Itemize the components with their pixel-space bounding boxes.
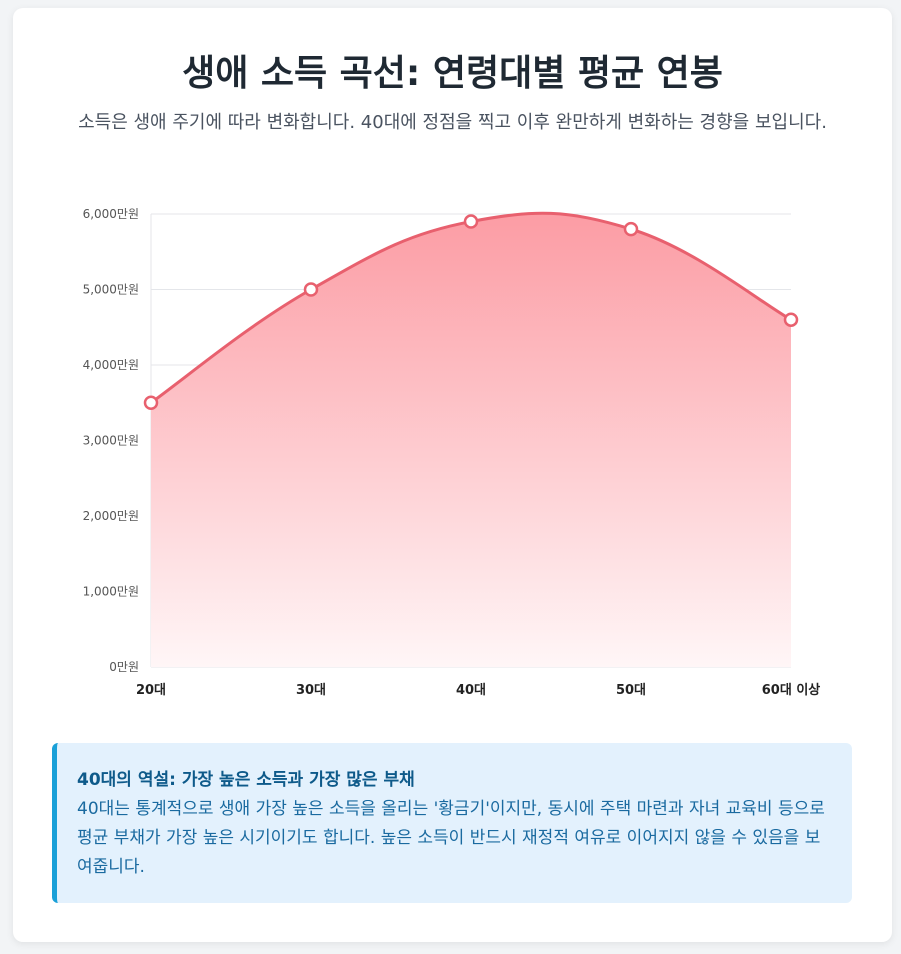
- y-axis-ticks: 0만원 1,000만원 2,000만원 3,000만원 4,000만원 5,000만원 6,…: [83, 207, 139, 674]
- y-tick-label: 0만원: [109, 660, 139, 674]
- chart-card: 생애 소득 곡선: 연령대별 평균 연봉 소득은 생애 주기에 따라 변화합니다…: [13, 8, 892, 942]
- y-tick-label: 2,000만원: [83, 509, 139, 523]
- page-title: 생애 소득 곡선: 연령대별 평균 연봉: [182, 53, 723, 94]
- x-tick-label: 50대: [616, 683, 646, 698]
- y-tick-label: 6,000만원: [83, 207, 139, 221]
- x-tick-label: 20대: [136, 683, 166, 698]
- data-points: [143, 214, 799, 410]
- page-subtitle: 소득은 생애 주기에 따라 변화합니다. 40대에 정점을 찍고 이후 완만하게…: [78, 112, 827, 133]
- y-tick-label: 3,000만원: [83, 434, 139, 448]
- x-tick-label: 40대: [456, 683, 486, 698]
- data-point: [783, 312, 799, 327]
- x-axis-ticks: 20대 30대 40대 50대 60대 이상: [136, 682, 820, 698]
- area-series: [150, 211, 792, 667]
- y-tick-label: 5,000만원: [83, 283, 139, 297]
- data-point: [463, 214, 479, 229]
- x-tick-label: 60대 이상: [762, 682, 821, 698]
- callout-body: 40대는 통계적으로 생애 가장 높은 소득을 올리는 '황금기'이지만, 동시…: [77, 799, 825, 877]
- data-point: [143, 395, 159, 410]
- y-tick-label: 1,000만원: [83, 585, 139, 599]
- y-tick-label: 4,000만원: [83, 358, 139, 372]
- data-point: [623, 221, 639, 237]
- insight-callout: 40대의 역설: 가장 높은 소득과 가장 많은 부채 40대는 통계적으로 생…: [52, 743, 852, 903]
- income-curve-chart: 0만원 1,000만원 2,000만원 3,000만원 4,000만원 5,000만원 6,…: [83, 207, 821, 698]
- data-point: [303, 282, 319, 297]
- area-fill: [151, 213, 791, 667]
- x-tick-label: 30대: [296, 683, 326, 698]
- chart-area: 0만원 1,000만원 2,000만원 3,000만원 4,000만원 5,000만원 6,…: [13, 8, 892, 708]
- callout-title: 40대의 역설: 가장 높은 소득과 가장 많은 부채: [77, 770, 415, 790]
